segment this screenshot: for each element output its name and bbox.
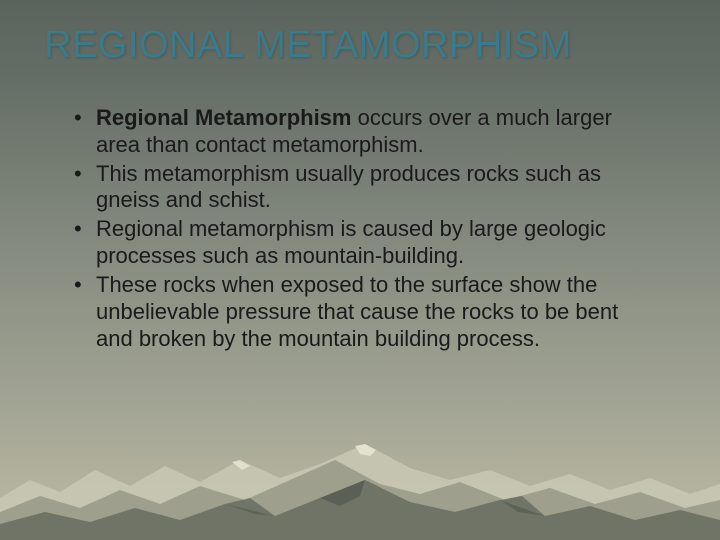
slide-title: REGIONAL METAMORPHISM bbox=[0, 0, 720, 77]
mountain-decoration-icon bbox=[0, 420, 720, 540]
bullet-bold: Regional Metamorphism bbox=[96, 105, 351, 130]
bullet-list: Regional Metamorphism occurs over a much… bbox=[70, 105, 650, 352]
list-item: Regional Metamorphism occurs over a much… bbox=[70, 105, 650, 159]
list-item: This metamorphism usually produces rocks… bbox=[70, 161, 650, 215]
list-item: These rocks when exposed to the surface … bbox=[70, 272, 650, 352]
bullet-text: Regional metamorphism is caused by large… bbox=[96, 216, 606, 268]
bullet-text: This metamorphism usually produces rocks… bbox=[96, 161, 601, 213]
bullet-text: These rocks when exposed to the surface … bbox=[96, 272, 618, 351]
slide-body: Regional Metamorphism occurs over a much… bbox=[0, 77, 720, 352]
list-item: Regional metamorphism is caused by large… bbox=[70, 216, 650, 270]
